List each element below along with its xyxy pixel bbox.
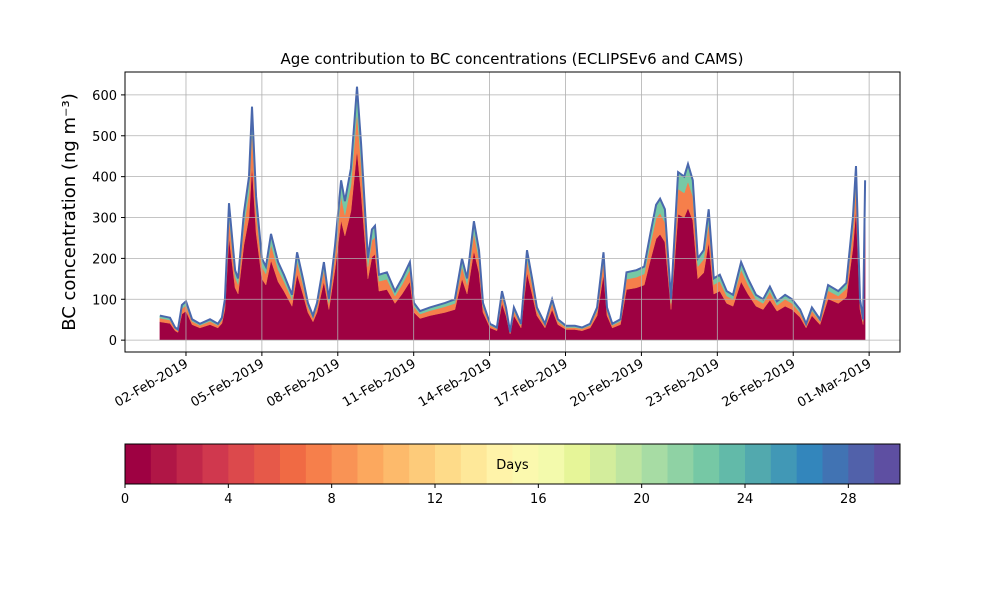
colorbar-tick-label: 16 xyxy=(530,492,547,507)
colorbar-swatch xyxy=(874,444,901,484)
plot-frame xyxy=(124,71,901,353)
colorbar-tick-label: 28 xyxy=(840,492,857,507)
colorbar-swatch xyxy=(305,444,333,484)
colorbar-swatch xyxy=(228,444,255,484)
colorbar-swatch xyxy=(331,444,358,484)
top-line xyxy=(159,86,867,333)
colorbar-swatch xyxy=(176,444,203,484)
x-tick-label: 02-Feb-2019 xyxy=(112,356,191,410)
chart-title: Age contribution to BC concentrations (E… xyxy=(281,50,744,68)
colorbar-swatch xyxy=(615,444,643,484)
colorbar-swatch xyxy=(770,444,798,484)
x-tick-label: 01-Mar-2019 xyxy=(795,356,874,410)
colorbar-swatch xyxy=(357,444,384,484)
y-tick-label: 100 xyxy=(92,293,117,308)
colorbar-swatch xyxy=(460,444,488,484)
colorbar-swatch xyxy=(254,444,281,484)
colorbar-swatch xyxy=(280,444,307,484)
y-tick-label: 300 xyxy=(92,212,117,227)
colorbar-swatch xyxy=(667,444,694,484)
colorbar-swatch xyxy=(822,444,849,484)
y-tick-label: 500 xyxy=(92,130,117,145)
colorbar-swatch xyxy=(512,444,539,484)
x-tick-label: 26-Feb-2019 xyxy=(720,356,799,410)
colorbar-swatch xyxy=(150,444,178,484)
x-tick-label: 05-Feb-2019 xyxy=(188,356,267,410)
x-tick-label: 11-Feb-2019 xyxy=(340,356,419,410)
x-tick-label: 08-Feb-2019 xyxy=(264,356,343,410)
colorbar-label: Days xyxy=(496,458,529,473)
colorbar-tick-label: 0 xyxy=(121,492,129,507)
colorbar-swatch xyxy=(693,444,720,484)
y-tick-label: 600 xyxy=(92,89,117,104)
colorbar-swatch xyxy=(383,444,410,484)
y-axis-label: BC concentration (ng m⁻³) xyxy=(59,93,80,331)
colorbar-tick-label: 20 xyxy=(633,492,650,507)
colorbar-swatch xyxy=(719,444,746,484)
colorbar-tick-label: 4 xyxy=(224,492,232,507)
x-tick-label: 23-Feb-2019 xyxy=(644,356,723,410)
y-tick-label: 400 xyxy=(92,171,117,186)
colorbar-swatch xyxy=(796,444,823,484)
y-tick-label: 0 xyxy=(109,334,117,349)
colorbar-tick-label: 24 xyxy=(737,492,754,507)
x-tick-label: 17-Feb-2019 xyxy=(492,356,571,410)
colorbar-swatch xyxy=(538,444,565,484)
x-tick-label: 14-Feb-2019 xyxy=(416,356,495,410)
colorbar-swatch xyxy=(848,444,875,484)
colorbar-swatch xyxy=(125,444,152,484)
x-tick-label: 20-Feb-2019 xyxy=(568,356,647,410)
colorbar-swatch xyxy=(486,444,513,484)
colorbar-tick-label: 12 xyxy=(427,492,444,507)
colorbar-frame xyxy=(124,443,901,485)
y-tick-label: 200 xyxy=(92,252,117,267)
colorbar-swatch xyxy=(564,444,591,484)
colorbar-swatch xyxy=(202,444,229,484)
colorbar-swatch xyxy=(745,444,772,484)
colorbar-tick-label: 8 xyxy=(328,492,336,507)
colorbar-swatch xyxy=(409,444,436,484)
colorbar-swatch xyxy=(435,444,462,484)
colorbar-swatch xyxy=(590,444,617,484)
colorbar-swatch xyxy=(641,444,668,484)
